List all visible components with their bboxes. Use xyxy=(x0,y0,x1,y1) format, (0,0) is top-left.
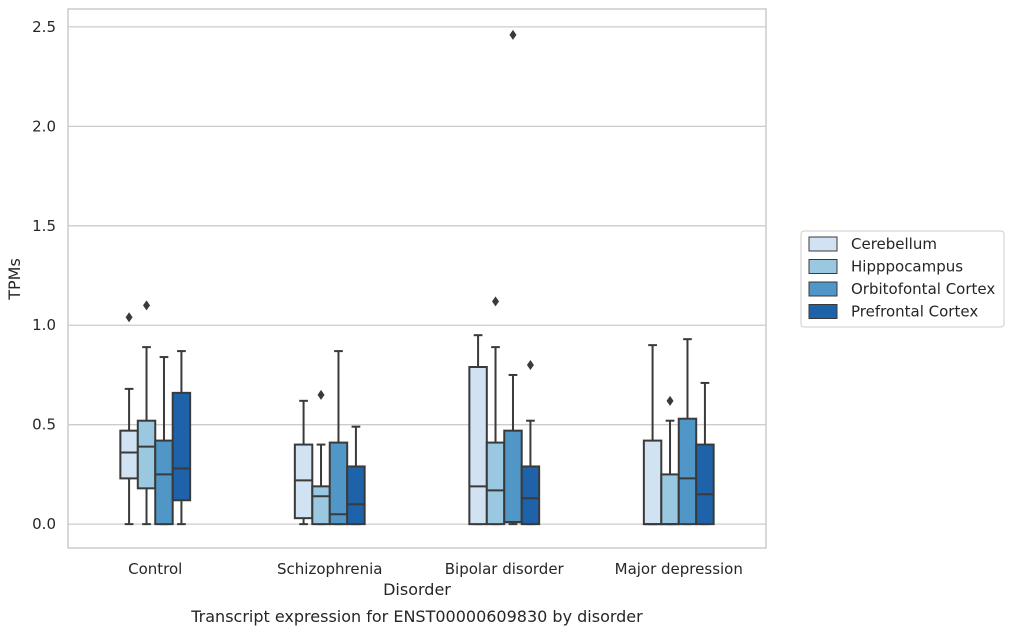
legend-swatch xyxy=(808,304,838,319)
legend-frame xyxy=(800,230,1005,328)
y-tick-label: 2.5 xyxy=(32,18,56,36)
box-iqr xyxy=(468,366,488,526)
outlier-point xyxy=(492,296,500,307)
box-3-3 xyxy=(695,381,715,526)
x-tick-label: Major depression xyxy=(615,560,743,578)
y-tick-labels: 0.0 0.5 1.0 1.5 2.0 2.5 xyxy=(32,18,56,533)
outlier-point xyxy=(317,389,325,400)
x-tick-label: Control xyxy=(128,560,182,578)
box-iqr xyxy=(136,419,157,490)
y-tick-label: 1.0 xyxy=(32,316,56,334)
box-iqr xyxy=(520,465,541,526)
box-0-1 xyxy=(293,399,314,526)
figure-caption: Transcript expression for ENST0000060983… xyxy=(190,607,643,626)
box-3-0 xyxy=(171,350,192,526)
box-iqr xyxy=(660,473,680,526)
legend-label: Prefrontal Cortex xyxy=(851,303,978,321)
y-tick-label: 0.5 xyxy=(32,416,56,434)
legend-swatch xyxy=(808,259,838,274)
outlier-point xyxy=(666,395,674,406)
box-1-0 xyxy=(136,300,157,526)
y-tick-label: 0.0 xyxy=(32,515,56,533)
box-iqr xyxy=(677,417,698,526)
legend-swatch xyxy=(808,236,838,252)
box-3-2 xyxy=(520,360,541,526)
box-iqr xyxy=(695,443,715,526)
box-iqr xyxy=(485,441,506,526)
box-iqr xyxy=(642,439,663,526)
y-axis-title: TPMs xyxy=(5,258,24,301)
x-axis-title: Disorder xyxy=(383,580,451,599)
box-iqr xyxy=(328,441,349,526)
x-tick-label: Schizophrenia xyxy=(277,560,382,578)
box-2-0 xyxy=(154,356,174,526)
legend-label: Cerebellum xyxy=(851,235,937,253)
legend-label: Orbitofontal Cortex xyxy=(851,280,995,298)
outlier-point xyxy=(509,29,517,40)
outlier-point xyxy=(143,300,151,311)
box-3-1 xyxy=(346,425,366,526)
box-iqr xyxy=(346,465,366,526)
box-iqr xyxy=(154,439,174,526)
y-tick-label: 1.5 xyxy=(32,217,56,235)
legend-swatch xyxy=(808,281,838,297)
box-iqr xyxy=(503,429,523,524)
outlier-point xyxy=(526,360,534,371)
box-iqr xyxy=(119,429,139,480)
legend-label: Hipppocampus xyxy=(851,258,963,276)
outlier-point xyxy=(125,312,133,323)
x-tick-labels: Control Schizophrenia Bipolar disorder Majo… xyxy=(128,560,743,578)
x-tick-label: Bipolar disorder xyxy=(445,560,565,578)
legend: Cerebellum Hipppocampus Orbitofontal Corte… xyxy=(800,230,1005,328)
y-tick-label: 2.0 xyxy=(32,117,56,135)
box-1-3 xyxy=(660,395,680,526)
box-iqr xyxy=(171,391,192,502)
box-iqr xyxy=(311,485,331,526)
box-groups xyxy=(119,29,715,526)
